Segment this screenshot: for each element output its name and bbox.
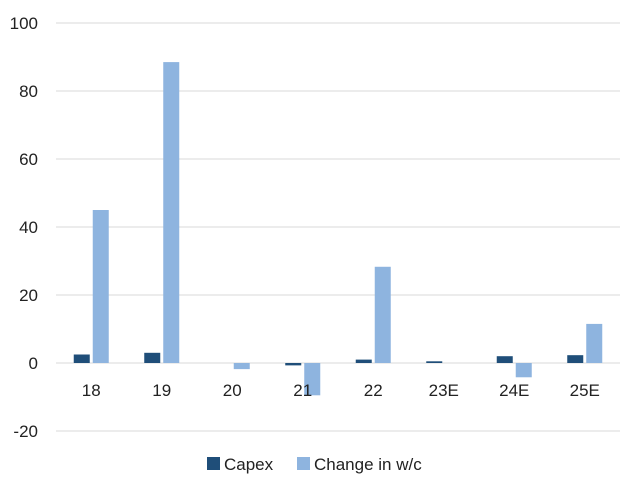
gridlines xyxy=(56,22,620,432)
bar-capex-19 xyxy=(144,352,161,363)
bar-capex-23e xyxy=(426,361,443,363)
y-tick-label: 20 xyxy=(19,286,38,305)
y-axis-ticks: -20 0 20 40 60 80 100 xyxy=(10,14,38,441)
y-tick-label: 100 xyxy=(10,14,38,33)
bars xyxy=(73,62,603,396)
x-tick-label: 20 xyxy=(223,381,242,400)
y-tick-label: 40 xyxy=(19,218,38,237)
legend-swatch-change-in-wc xyxy=(297,457,310,470)
y-tick-label: 60 xyxy=(19,150,38,169)
x-tick-label: 19 xyxy=(152,381,171,400)
bar-change-in-wc-22 xyxy=(374,266,391,363)
x-tick-label: 23E xyxy=(429,381,459,400)
bar-change-in-wc-18 xyxy=(92,210,109,363)
bar-capex-25e xyxy=(567,355,584,363)
bar-capex-22 xyxy=(355,359,372,363)
bar-capex-21 xyxy=(285,363,302,366)
legend-label-capex: Capex xyxy=(224,455,274,474)
y-tick-label: 0 xyxy=(29,354,38,373)
x-tick-label: 25E xyxy=(570,381,600,400)
bar-change-in-wc-20 xyxy=(233,363,250,370)
x-tick-label: 22 xyxy=(364,381,383,400)
bar-capex-18 xyxy=(73,354,90,363)
legend-swatch-capex xyxy=(207,457,220,470)
y-tick-label: -20 xyxy=(13,422,38,441)
x-tick-label: 21 xyxy=(293,381,312,400)
x-tick-label: 24E xyxy=(499,381,529,400)
legend-label-change-in-wc: Change in w/c xyxy=(314,455,422,474)
legend: Capex Change in w/c xyxy=(207,455,422,474)
bar-change-in-wc-24e xyxy=(515,363,532,378)
bar-change-in-wc-21 xyxy=(304,363,321,396)
bar-change-in-wc-25e xyxy=(586,323,603,363)
y-tick-label: 80 xyxy=(19,82,38,101)
x-axis-ticks: 18 19 20 21 22 23E 24E 25E xyxy=(82,381,600,400)
bar-capex-24e xyxy=(496,356,513,363)
x-tick-label: 18 xyxy=(82,381,101,400)
bar-change-in-wc-19 xyxy=(163,62,180,363)
